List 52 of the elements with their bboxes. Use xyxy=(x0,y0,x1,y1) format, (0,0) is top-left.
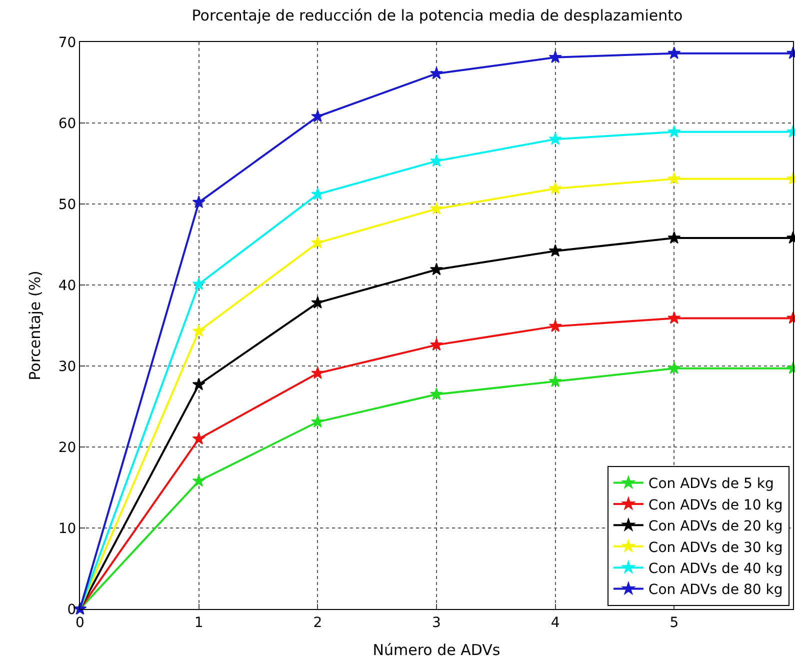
point xyxy=(430,338,443,351)
point xyxy=(430,202,443,214)
legend-label: Con ADVs de 20 kg xyxy=(648,518,783,535)
y-tick-label: 30 xyxy=(58,358,76,375)
point xyxy=(548,320,562,332)
point xyxy=(548,182,562,194)
point xyxy=(311,296,324,308)
point xyxy=(311,236,324,248)
point xyxy=(430,66,443,80)
legend-label: Con ADVs de 10 kg xyxy=(648,497,783,514)
y-tick-label: 60 xyxy=(58,116,76,132)
point xyxy=(668,125,681,138)
point xyxy=(548,244,562,257)
point xyxy=(430,262,443,276)
point xyxy=(668,362,681,374)
point xyxy=(311,366,324,379)
x-axis-title: Número de ADVs xyxy=(372,641,500,659)
point xyxy=(192,277,206,290)
point xyxy=(668,172,681,184)
point xyxy=(192,378,206,390)
point xyxy=(430,388,443,400)
x-tick-label: 3 xyxy=(432,614,441,631)
point xyxy=(668,311,681,324)
point xyxy=(192,324,206,337)
y-tick-label: 10 xyxy=(58,520,76,537)
point xyxy=(192,432,206,444)
point xyxy=(192,474,206,487)
y-tick-label: 0 xyxy=(67,602,76,618)
y-tick-label: 50 xyxy=(58,196,76,213)
x-tick-label: 2 xyxy=(313,614,322,631)
point xyxy=(548,374,562,387)
legend-label: Con ADVs de 30 kg xyxy=(648,540,783,556)
point xyxy=(668,231,681,244)
y-axis-title: Porcentaje (%) xyxy=(26,270,44,380)
y-tick-label: 40 xyxy=(58,278,76,294)
legend-label: Con ADVs de 80 kg xyxy=(648,582,783,598)
point xyxy=(548,50,562,63)
chart-title: Porcentaje de reducción de la potencia media de desplazamiento xyxy=(192,6,683,24)
legend-label: Con ADVs de 5 kg xyxy=(648,476,774,492)
y-tick-label: 20 xyxy=(58,440,76,456)
x-tick-label: 1 xyxy=(194,614,204,631)
point xyxy=(192,196,206,208)
point xyxy=(311,415,324,428)
y-tick-label: 70 xyxy=(58,34,76,51)
point xyxy=(668,46,681,59)
point xyxy=(548,132,562,145)
legend-label: Con ADVs de 40 kg xyxy=(648,561,783,578)
point xyxy=(430,154,443,167)
x-tick-label: 5 xyxy=(670,614,679,631)
point xyxy=(311,187,324,200)
point xyxy=(311,110,324,122)
x-tick-label: 4 xyxy=(550,614,560,631)
